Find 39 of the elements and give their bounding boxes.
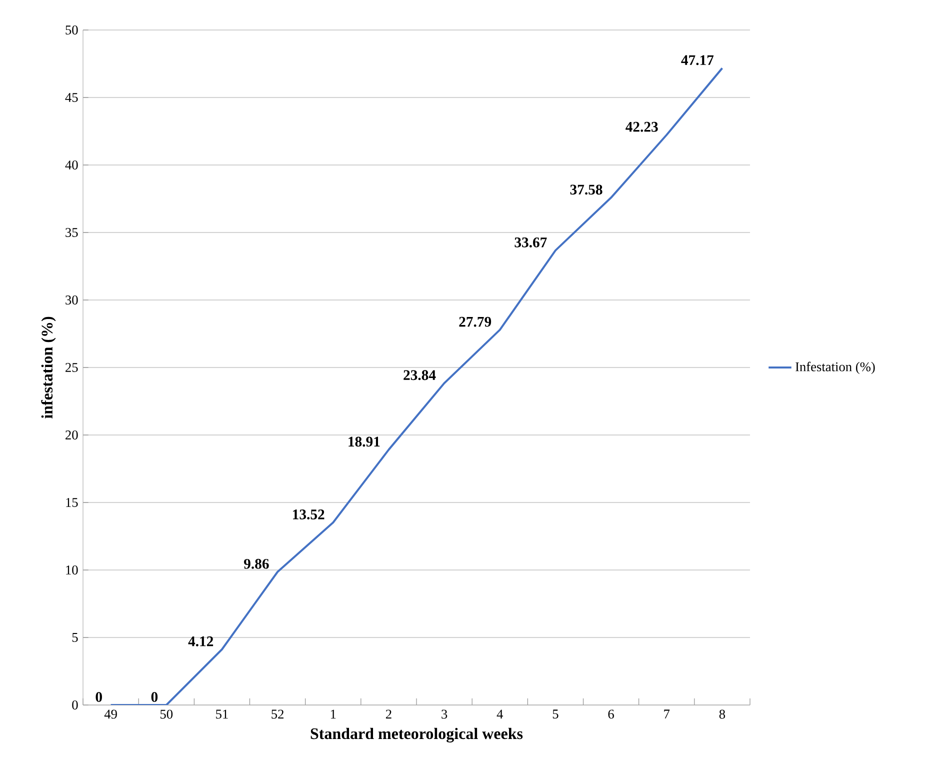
x-tick-label: 52: [272, 710, 284, 719]
data-label: 42.23: [626, 122, 658, 132]
x-tick-label: 1: [330, 710, 336, 718]
y-tick-label: 5: [72, 633, 78, 642]
y-tick-label: 35: [66, 228, 78, 237]
x-tick-label: 6: [608, 710, 614, 719]
data-label: 37.58: [570, 184, 602, 195]
x-tick-label: 8: [719, 710, 726, 719]
y-tick-label: 10: [66, 565, 78, 574]
data-label: 0: [96, 692, 102, 702]
x-tick-label: 49: [104, 710, 117, 719]
x-tick-label: 5: [552, 710, 558, 719]
y-tick-label: 40: [65, 160, 78, 170]
x-tick-label: 50: [160, 710, 173, 719]
x-tick-label: 3: [442, 710, 448, 719]
x-tick-label: 7: [664, 710, 670, 718]
y-tick-label: 50: [66, 25, 78, 34]
y-tick-label: 45: [65, 93, 78, 102]
x-tick-label: 4: [496, 710, 504, 718]
data-label: 33.67: [514, 237, 547, 248]
data-label: 9.86: [244, 558, 269, 569]
y-tick-label: 15: [66, 498, 78, 507]
legend-label: Infestation (%): [796, 362, 875, 374]
x-tick-label: 2: [386, 710, 392, 719]
y-tick-label: 20: [66, 430, 78, 440]
y-axis-title: infestation (%): [41, 316, 56, 418]
y-tick-label: 0: [72, 700, 78, 710]
data-label: 23.84: [404, 370, 436, 380]
y-tick-label: 25: [66, 363, 78, 372]
data-label: 0: [151, 692, 158, 702]
line-series: [110, 67, 724, 705]
data-label: 18.91: [348, 436, 380, 447]
x-axis-title: Standard meteorological weeks: [310, 728, 523, 742]
data-label: 4.12: [188, 636, 214, 646]
data-label: 27.79: [459, 316, 492, 327]
x-tick-label: 51: [216, 710, 228, 719]
data-label: 47.17: [681, 55, 714, 66]
data-label: 13.52: [293, 510, 324, 520]
y-tick-label: 30: [66, 295, 78, 304]
